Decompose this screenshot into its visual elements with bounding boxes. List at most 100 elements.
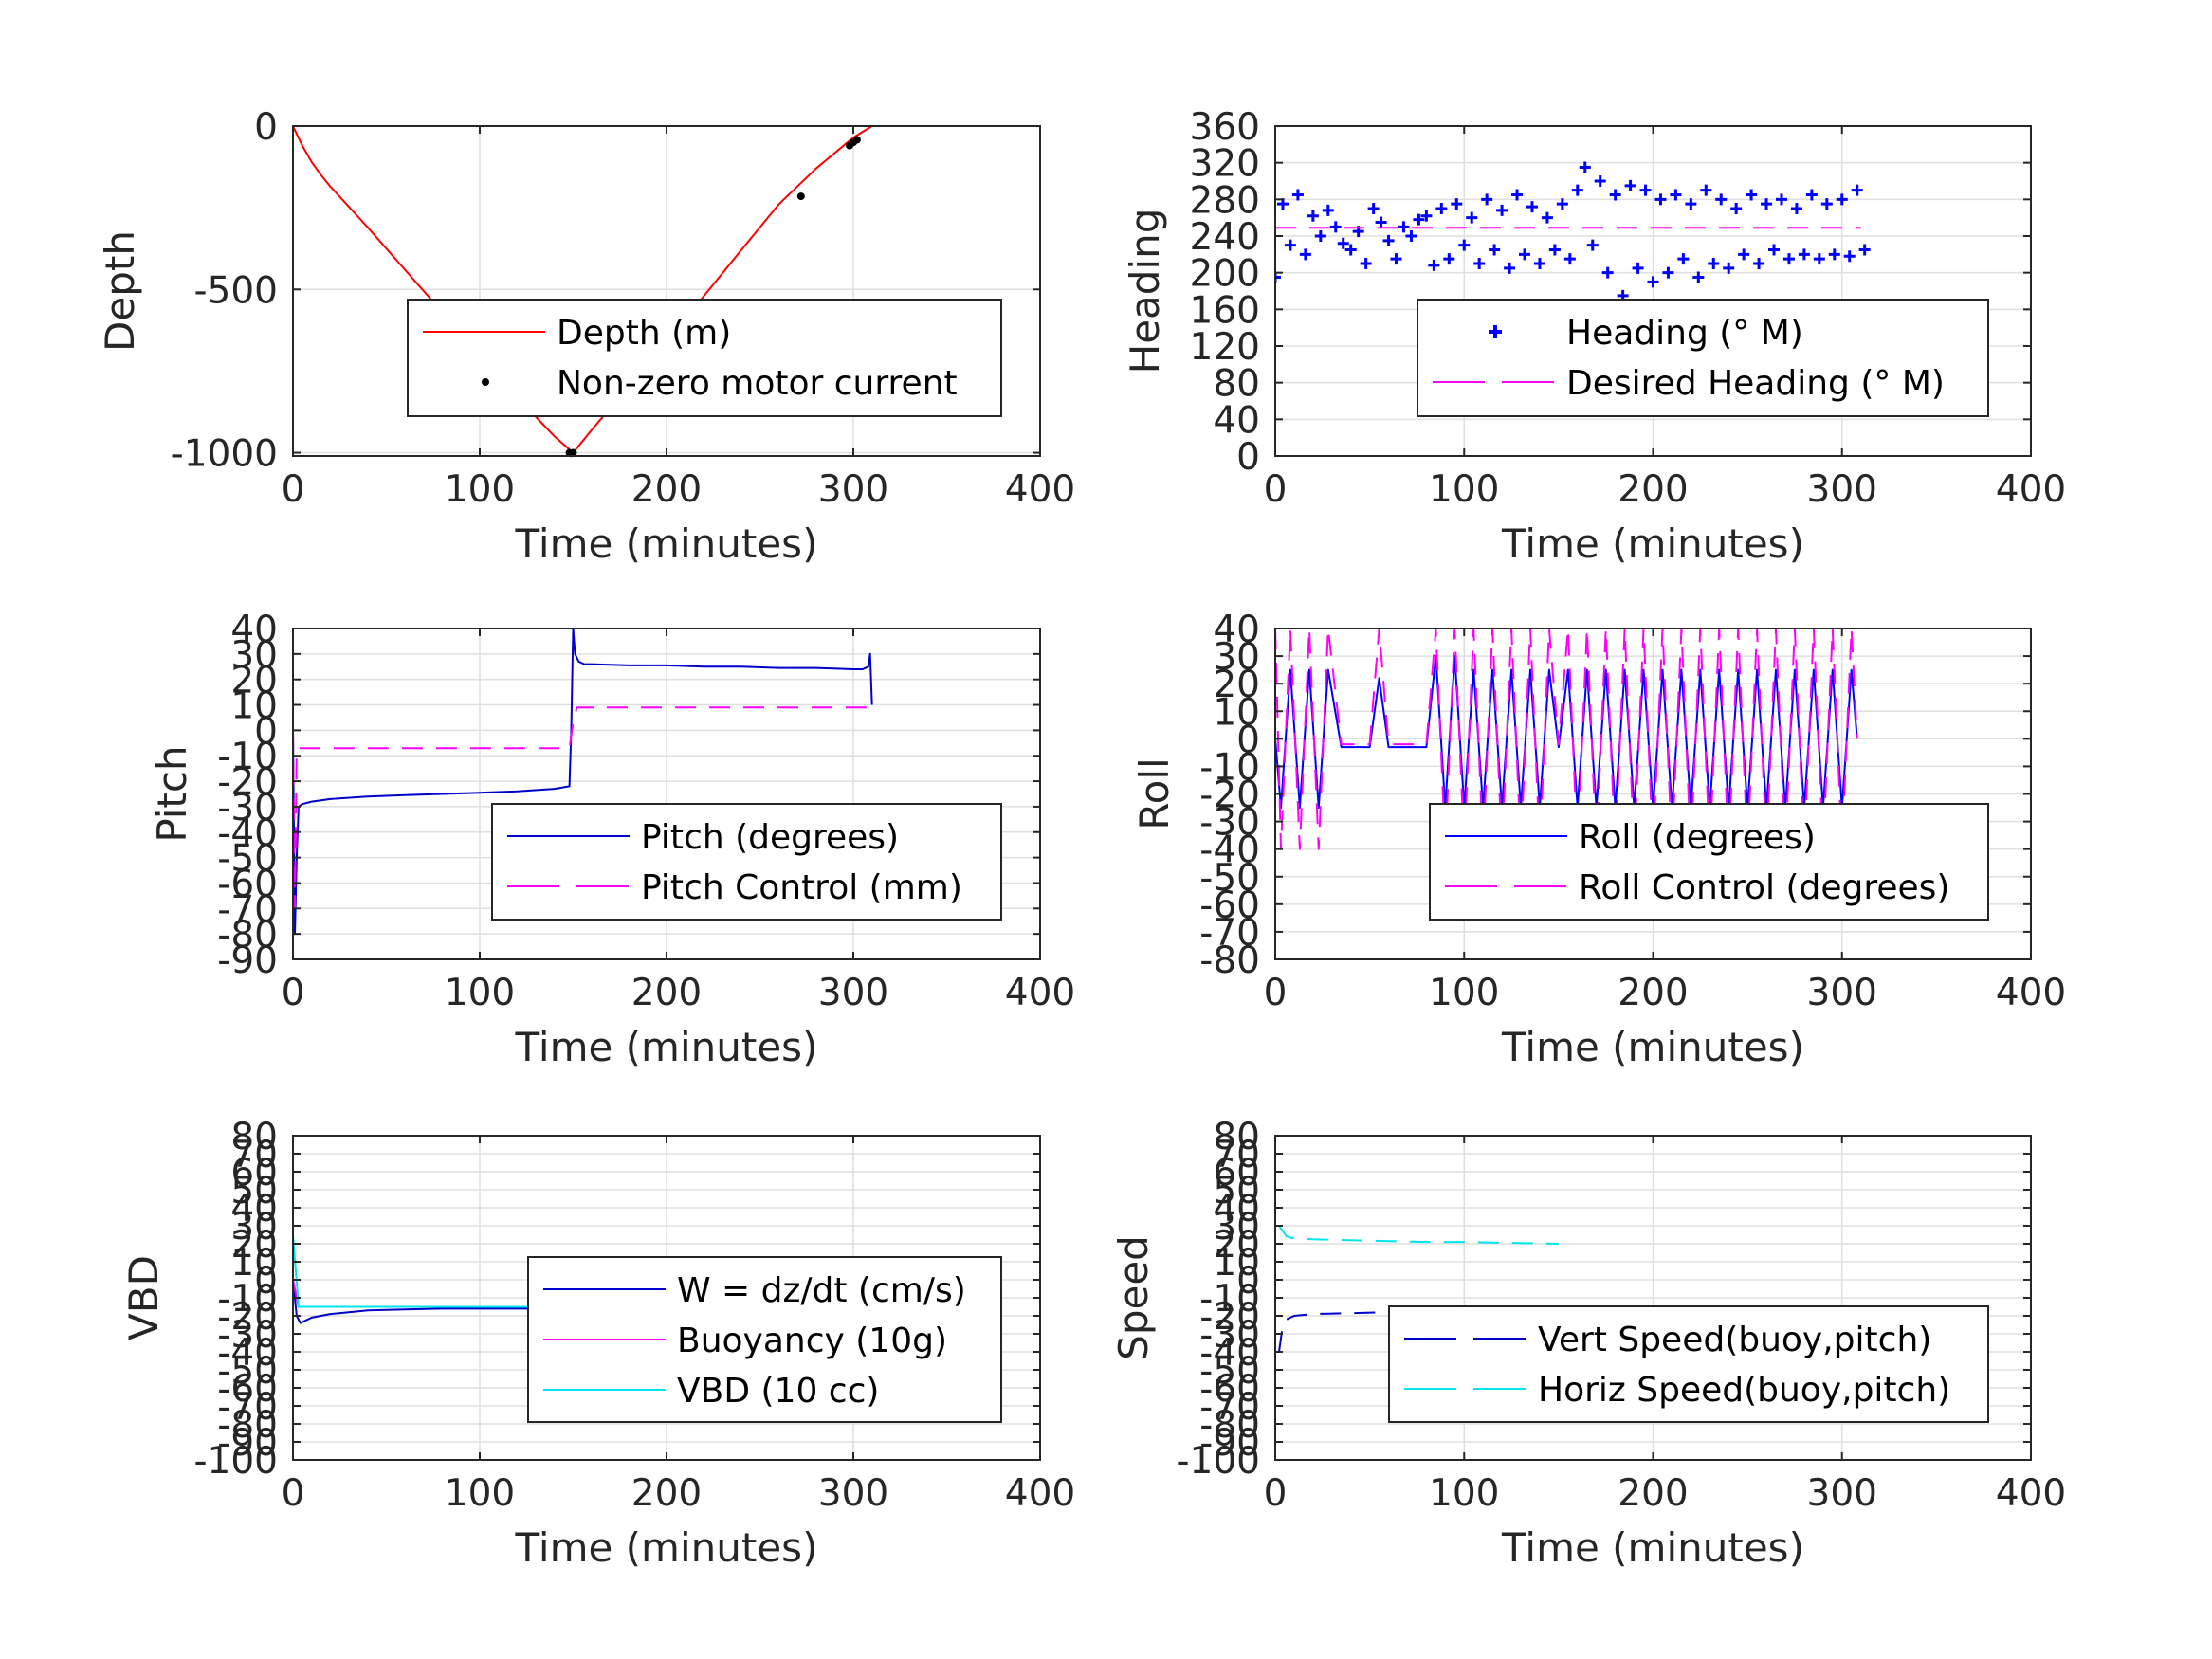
y-tick-label: 60 [230,1152,278,1194]
x-tick-label: 300 [1807,1472,1877,1515]
x-axis-label: Time (minutes) [1501,1024,1804,1070]
data-point [1451,198,1463,210]
y-tick-label: -60 [217,863,278,905]
x-tick-label: 100 [1429,468,1499,511]
data-point [1496,204,1508,216]
chart-panel-5: 0 100 200 300 40080706050403020100-10-20-30-… [120,1116,1075,1571]
data-point [1639,184,1652,196]
data-point [1375,216,1387,228]
data-point [1307,210,1319,222]
y-tick-label: -10 [1199,1278,1260,1321]
data-point [1753,258,1765,269]
y-tick-label: -60 [1199,1368,1260,1411]
series-2-line [1278,1225,1559,1245]
x-axis-label: Time (minutes) [1501,520,1804,567]
data-point [1556,198,1568,210]
data-point [1624,179,1636,191]
data-point [1511,189,1524,201]
y-tick-label: 30 [230,1206,278,1249]
data-point [1579,161,1591,173]
y-tick-label: -40 [217,1332,278,1375]
y-tick-label: -1000 [171,433,278,476]
data-point [1692,271,1705,283]
y-tick-label: -30 [1199,1314,1260,1357]
x-tick-label: 300 [818,972,888,1014]
data-point [1563,253,1576,265]
data-point [1284,239,1296,251]
y-tick-label: 10 [230,685,278,728]
data-point [1715,193,1728,206]
y-tick-label: 160 [1190,289,1260,332]
y-tick-label: 0 [254,710,278,753]
legend-swatch [1489,325,1502,338]
legend-entry: Heading (° M) [1566,314,1803,353]
y-tick-label: 30 [230,634,278,677]
legend-entry: Desired Heading (° M) [1566,364,1945,403]
data-point [1533,258,1545,269]
y-tick-label: -80 [1199,939,1260,982]
data-point [1504,262,1516,274]
x-tick-label: 300 [818,1472,888,1515]
data-point [1761,198,1773,210]
data-point [1481,193,1493,206]
y-tick-label: 80 [1213,363,1260,406]
data-point [1586,239,1599,251]
data-point [1790,203,1802,214]
data-point [1708,258,1720,269]
legend-entry: VBD (10 cc) [677,1372,879,1411]
data-point [1420,210,1433,222]
x-tick-label: 300 [1807,468,1877,511]
legend-entry: Horiz Speed(buoy,pitch) [1538,1371,1950,1410]
data-point [1405,230,1417,242]
y-tick-label: 0 [1236,719,1260,761]
data-point [1775,193,1787,206]
y-axis-label: Pitch [149,745,195,842]
y-tick-label: 50 [1213,1170,1260,1212]
series-2-line [293,706,872,910]
y-axis-label: Speed [1110,1235,1157,1360]
data-point [1843,250,1856,263]
data-point [1677,253,1690,265]
data-point [796,192,805,201]
y-tick-label: 60 [1213,1152,1260,1194]
data-point [1654,193,1667,206]
y-tick-label: -80 [217,1404,278,1447]
x-tick-label: 100 [445,972,515,1014]
data-point [1632,262,1644,274]
legend-entry: Non-zero motor current [557,364,958,403]
x-tick-label: 100 [445,1472,515,1515]
legend-box [1388,1305,1989,1423]
y-tick-label: -40 [217,812,278,855]
data-point [569,448,577,457]
legend: Depth (m) Non-zero motor current [407,299,1002,417]
y-tick-label: 70 [1213,1134,1260,1176]
x-tick-label: 400 [1996,972,2066,1014]
y-axis-label: Roll [1131,757,1178,830]
y-tick-label: -10 [1199,746,1260,789]
data-point [1851,184,1863,196]
y-tick-label: -80 [217,914,278,957]
data-point [1473,258,1486,269]
series-2-line [1275,628,1858,850]
data-point [1858,244,1871,256]
x-tick-label: 0 [282,468,305,511]
legend-entry: Buoyancy (10g) [677,1322,947,1360]
data-point [1367,203,1380,214]
data-point [1813,253,1825,265]
data-point [1723,262,1735,274]
legend-entry: Roll (degrees) [1579,818,1816,857]
data-point [1782,253,1795,265]
data-point [1571,184,1583,196]
x-tick-label: 200 [1618,972,1688,1014]
data-point [1548,244,1561,256]
data-point [1526,201,1538,213]
y-tick-label: -40 [1199,830,1260,872]
data-point [1828,248,1840,261]
y-tick-label: 20 [1213,1224,1260,1267]
data-point [1489,244,1501,256]
y-axis-label: VBD [120,1255,167,1340]
y-tick-label: -20 [217,1296,278,1339]
y-tick-label: -10 [217,736,278,778]
data-point [1730,203,1743,214]
